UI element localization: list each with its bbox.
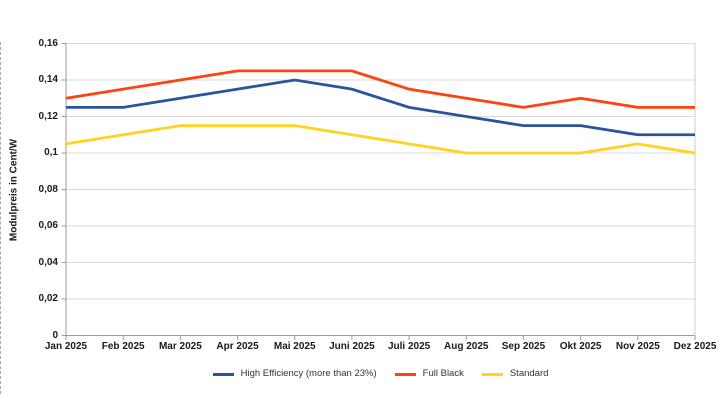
legend-item-full-black: Full Black: [394, 368, 464, 380]
legend-line-sample: [394, 372, 416, 376]
x-tick-label: Juli 2025: [387, 341, 431, 352]
y-tick-label: 0,12: [38, 110, 58, 122]
legend-label: High Efficiency (more than 23%): [240, 368, 377, 379]
x-tick-label: Apr 2025: [216, 341, 259, 352]
series-line-standard: [65, 124, 696, 155]
legend-label: Standard: [509, 368, 549, 379]
x-tick-label: Okt 2025: [559, 341, 602, 352]
x-tick-label: Sep 2025: [501, 341, 546, 352]
y-tick-label: 0,14: [38, 74, 58, 85]
x-tick-label: Mai 2025: [273, 341, 316, 352]
x-tick-label: Dez 2025: [673, 341, 717, 352]
x-tick-label: Nov 2025: [615, 341, 660, 352]
series-line-full-black: [65, 69, 695, 109]
y-tick-label: 0,08: [38, 183, 58, 195]
x-tick-label: Feb 2025: [101, 341, 145, 352]
legend-label: Full Black: [422, 368, 464, 379]
y-tick-label: 0,02: [38, 293, 58, 304]
y-tick-label: 0,1: [44, 147, 58, 158]
y-tick-label: 0,16: [38, 37, 58, 49]
legend-line-sample: [481, 372, 503, 376]
x-tick-label: Jan 2025: [44, 341, 88, 352]
y-tick-label: 0: [52, 329, 58, 341]
series-line-high-efficiency-more-than-23: [66, 78, 695, 137]
legend-line-sample: [212, 372, 234, 376]
legend-item-standard: Standard: [481, 368, 549, 380]
x-tick-label: Mar 2025: [158, 341, 202, 352]
x-tick-label: Juni 2025: [329, 341, 375, 352]
legend-item-high-efficiency-more-than-23: High Efficiency (more than 23%): [212, 368, 377, 380]
x-tick-label: Aug 2025: [444, 341, 489, 352]
legend: High Efficiency (more than 23%) Full Blac…: [66, 368, 695, 380]
y-tick-label: 0,04: [38, 256, 58, 268]
y-tick-label: 0,06: [38, 220, 58, 231]
page-break-dashed-line: [0, 42, 1, 394]
